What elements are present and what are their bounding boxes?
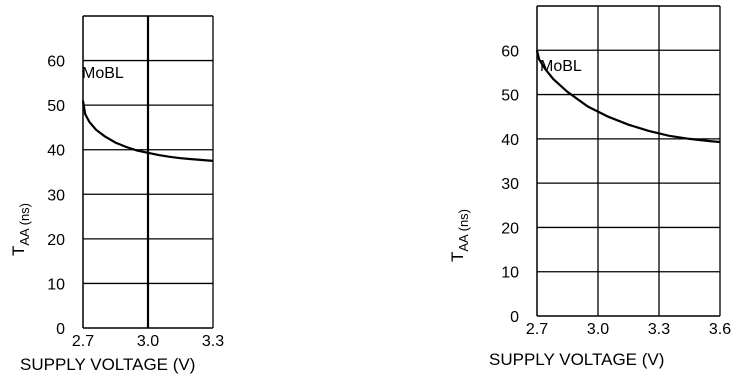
- y-tick-label: 40: [501, 132, 519, 149]
- x-axis-label: SUPPLY VOLTAGE (V): [489, 350, 664, 369]
- y-tick-label: 10: [47, 276, 65, 293]
- chart-right: 0 10 20 30 40 50 60 2.7 3.0 3.3 3.6 SUPPLY VOLTAGE …: [448, 5, 731, 369]
- y-axis-label: TAA (ns): [448, 209, 471, 262]
- y-tick-label: 30: [47, 187, 65, 204]
- y-tick-label: 60: [47, 54, 65, 71]
- x-axis-label: SUPPLY VOLTAGE (V): [20, 355, 195, 374]
- y-axis-label-subscript: AA (ns): [456, 209, 471, 252]
- y-tick-label: 0: [510, 309, 519, 326]
- mobl-annotation: MoBL: [540, 58, 582, 75]
- y-tick-label: 60: [501, 43, 519, 60]
- y-tick-label: 10: [501, 265, 519, 282]
- y-axis-label: TAA (ns): [9, 203, 32, 256]
- x-tick-label: 3.0: [587, 321, 609, 338]
- x-tick-label: 2.7: [72, 333, 94, 350]
- y-tick-label: 20: [47, 232, 65, 249]
- x-tick-label: 3.0: [137, 333, 159, 350]
- series-line: [535, 50, 721, 144]
- y-tick-label: 50: [501, 88, 519, 105]
- y-axis-label-subscript: AA (ns): [17, 203, 32, 246]
- y-axis-label-main: T: [448, 252, 467, 262]
- mobl-annotation: MoBL: [82, 65, 124, 82]
- y-tick-label: 20: [501, 220, 519, 237]
- chart-left: 0 10 20 30 40 50 60 2.7 3.0 3.3 SUPPLY VOLTAGE (V)…: [9, 15, 224, 374]
- y-axis-label-main: T: [9, 246, 28, 256]
- y-tick-label: 40: [47, 143, 65, 160]
- y-tick-label: 30: [501, 176, 519, 193]
- x-tick-label: 3.6: [709, 321, 731, 338]
- y-tick-label: 50: [47, 98, 65, 115]
- y-tick-label: 0: [56, 321, 65, 338]
- series-line: [81, 100, 214, 162]
- x-tick-label: 2.7: [526, 321, 548, 338]
- x-tick-label: 3.3: [202, 333, 224, 350]
- x-tick-label: 3.3: [648, 321, 670, 338]
